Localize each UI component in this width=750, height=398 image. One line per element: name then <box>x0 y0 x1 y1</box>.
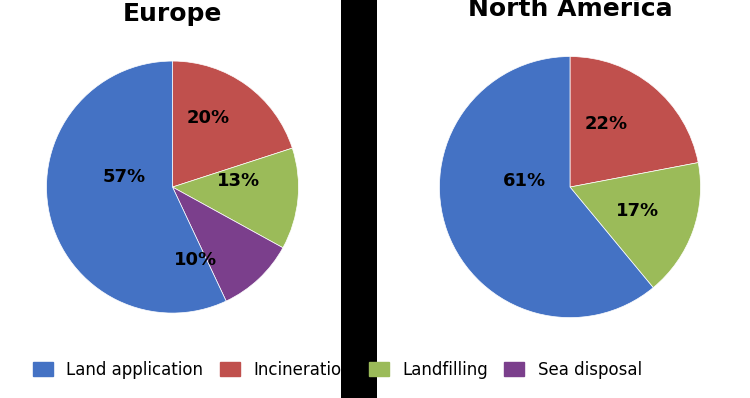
Text: 13%: 13% <box>217 172 259 190</box>
Legend: Land application, Incineration, Landfilling, Sea disposal: Land application, Incineration, Landfill… <box>26 354 649 386</box>
Text: 20%: 20% <box>186 109 230 127</box>
Wedge shape <box>172 148 298 248</box>
Title: Europe: Europe <box>123 2 222 26</box>
Text: 10%: 10% <box>173 251 217 269</box>
Wedge shape <box>440 57 653 318</box>
Wedge shape <box>172 61 292 187</box>
Text: 57%: 57% <box>103 168 146 186</box>
Text: 17%: 17% <box>616 201 659 220</box>
Wedge shape <box>570 57 698 187</box>
Text: 61%: 61% <box>503 172 546 189</box>
Wedge shape <box>172 187 283 301</box>
Title: North America: North America <box>468 0 672 21</box>
Wedge shape <box>570 163 700 288</box>
Wedge shape <box>46 61 226 313</box>
Text: 22%: 22% <box>585 115 628 133</box>
